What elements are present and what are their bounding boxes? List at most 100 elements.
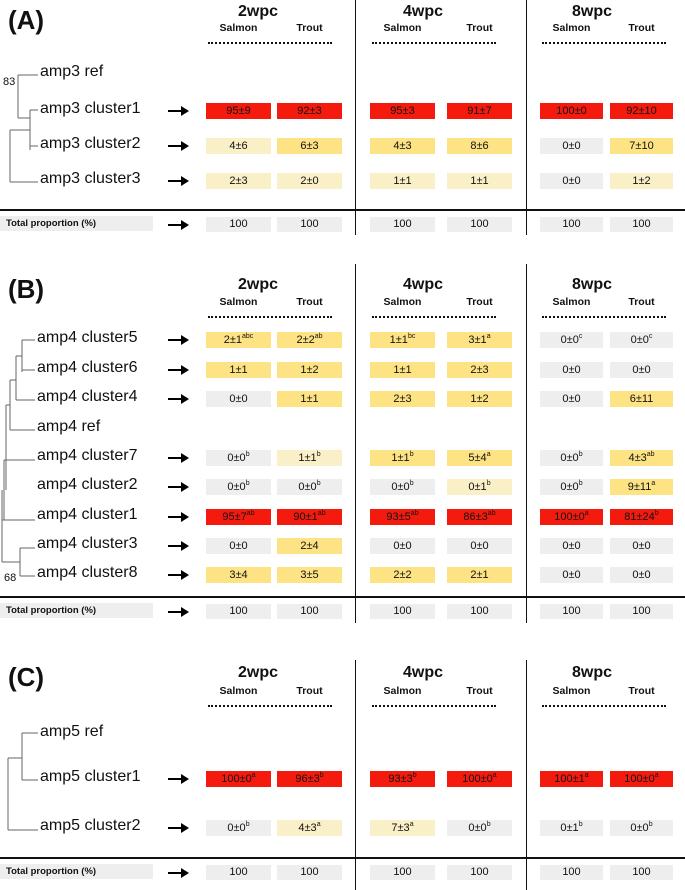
value-cell: 0±0b — [206, 450, 271, 466]
value-cell: 2±0 — [277, 173, 342, 189]
cluster-label: amp5 cluster1 — [40, 768, 141, 785]
total-cell: 100 — [206, 217, 271, 232]
value-cell: 93±3b — [370, 771, 435, 787]
column-divider — [355, 0, 356, 235]
species-header: Trout — [296, 296, 323, 308]
significance-letter: b — [316, 480, 321, 487]
cluster-label: amp3 cluster1 — [40, 100, 141, 117]
significance-letter: a — [251, 772, 256, 779]
total-cell: 100 — [447, 604, 512, 619]
value-cell: 1±1b — [277, 450, 342, 466]
value-cell: 1±1b — [370, 450, 435, 466]
arrow-icon — [168, 868, 189, 878]
value-cell: 1±1 — [370, 362, 435, 378]
significance-letter: a — [486, 451, 491, 458]
value-cell: 0±0 — [540, 391, 603, 407]
week-header: 2wpc — [237, 276, 278, 293]
significance-letter: b — [578, 451, 583, 458]
total-cell: 100 — [277, 604, 342, 619]
totals-divider — [0, 209, 685, 211]
species-header: Trout — [466, 296, 493, 308]
significance-letter: a — [486, 333, 491, 340]
total-cell: 100 — [540, 217, 603, 232]
value-cell: 8±6 — [447, 138, 512, 154]
arrow-icon — [168, 774, 189, 784]
dotted-underline — [542, 316, 666, 318]
value-cell: 100±0a — [447, 771, 512, 787]
species-header: Trout — [296, 22, 323, 34]
significance-letter: b — [412, 772, 417, 779]
value-cell: 0±0 — [610, 362, 673, 378]
significance-letter: b — [319, 772, 324, 779]
significance-letter: ab — [317, 510, 326, 517]
column-divider — [526, 264, 527, 623]
total-cell: 100 — [610, 604, 673, 619]
significance-letter: ab — [487, 510, 496, 517]
total-cell: 100 — [447, 217, 512, 232]
significance-letter: ab — [246, 510, 255, 517]
column-divider — [526, 660, 527, 890]
dotted-underline — [372, 316, 496, 318]
total-cell: 100 — [370, 217, 435, 232]
cluster-label: amp4 cluster8 — [37, 564, 138, 581]
value-cell: 4±3 — [370, 138, 435, 154]
week-header: 4wpc — [402, 276, 443, 293]
value-cell: 100±0a — [610, 771, 673, 787]
arrow-icon — [168, 570, 189, 580]
value-cell: 93±5ab — [370, 509, 435, 525]
value-cell: 91±7 — [447, 103, 512, 119]
value-cell: 81±24b — [610, 509, 673, 525]
significance-letter: a — [584, 772, 589, 779]
dotted-underline — [208, 705, 332, 707]
value-cell: 4±3a — [277, 820, 342, 836]
value-cell: 0±0c — [540, 332, 603, 348]
value-cell: 0±0 — [540, 173, 603, 189]
species-header: Trout — [296, 685, 323, 697]
significance-letter: a — [654, 772, 659, 779]
cluster-label: amp3 ref — [40, 63, 104, 80]
cluster-label: amp4 cluster3 — [37, 535, 138, 552]
significance-letter: b — [409, 480, 414, 487]
significance-letter: b — [409, 451, 414, 458]
value-cell: 100±1a — [540, 771, 603, 787]
value-cell: 2±3 — [370, 391, 435, 407]
species-header: Salmon — [383, 685, 422, 697]
significance-letter: b — [245, 821, 250, 828]
arrow-icon — [168, 141, 189, 151]
value-cell: 0±0b — [540, 450, 603, 466]
dotted-underline — [372, 42, 496, 44]
total-cell: 100 — [370, 604, 435, 619]
value-cell: 92±3 — [277, 103, 342, 119]
significance-letter: b — [578, 821, 583, 828]
dotted-underline — [542, 42, 666, 44]
column-divider — [355, 660, 356, 890]
cluster-label: amp4 cluster5 — [37, 329, 138, 346]
arrow-icon — [168, 512, 189, 522]
value-cell: 9±11a — [610, 479, 673, 495]
value-cell: 4±3ab — [610, 450, 673, 466]
cluster-label: amp4 cluster4 — [37, 388, 138, 405]
value-cell: 2±3 — [447, 362, 512, 378]
tree-branch — [9, 74, 38, 183]
significance-letter: ab — [646, 451, 655, 458]
total-proportion-label: Total proportion (%) — [0, 864, 153, 879]
significance-letter: a — [316, 821, 321, 828]
value-cell: 4±6 — [206, 138, 271, 154]
species-header: Salmon — [552, 685, 591, 697]
value-cell: 2±1 — [447, 567, 512, 583]
column-divider — [355, 264, 356, 623]
value-cell: 2±2ab — [277, 332, 342, 348]
dotted-underline — [208, 316, 332, 318]
value-cell: 86±3ab — [447, 509, 512, 525]
species-header: Trout — [466, 22, 493, 34]
value-cell: 0±0c — [610, 332, 673, 348]
value-cell: 100±0 — [540, 103, 603, 119]
value-cell: 0±0 — [540, 567, 603, 583]
value-cell: 2±2 — [370, 567, 435, 583]
value-cell: 92±10 — [610, 103, 673, 119]
value-cell: 0±0 — [540, 138, 603, 154]
cluster-label: amp3 cluster3 — [40, 170, 141, 187]
species-header: Salmon — [219, 685, 258, 697]
arrow-icon — [168, 607, 189, 617]
value-cell: 0±0 — [610, 567, 673, 583]
